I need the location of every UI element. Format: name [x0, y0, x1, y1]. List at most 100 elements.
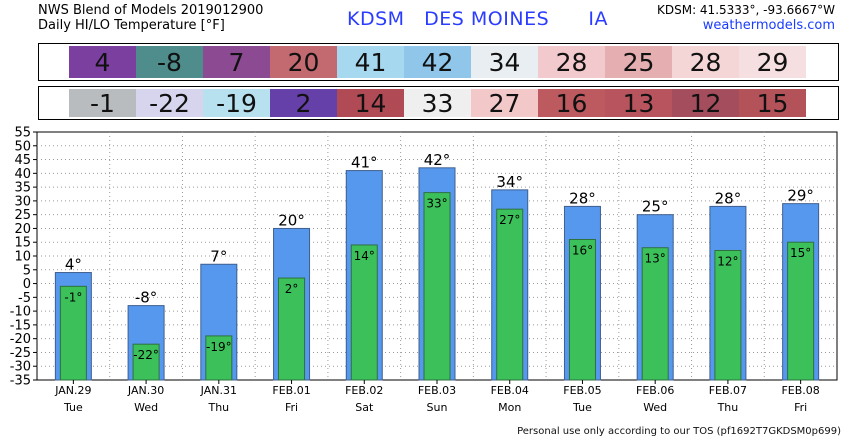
- x-date-label: JAN.29: [54, 384, 91, 397]
- y-tick-label: 40: [14, 167, 31, 182]
- high-temp-label: 25°: [642, 198, 669, 216]
- x-day-label: Fri: [794, 401, 807, 414]
- low-temp-label: -1°: [64, 290, 82, 304]
- y-tick-label: -5: [18, 291, 31, 306]
- x-day-label: Mon: [498, 401, 521, 414]
- y-tick-label: -20: [10, 332, 31, 347]
- x-day-label: Tue: [572, 401, 592, 414]
- high-temp-cell: 7: [203, 46, 270, 78]
- low-temp-bar: [641, 247, 669, 381]
- high-temp-cell: 4: [69, 46, 136, 78]
- x-date-label: FEB.05: [563, 384, 601, 397]
- low-temp-label: 27°: [499, 213, 520, 227]
- y-tick-label: -35: [10, 374, 31, 389]
- high-temp-label: 42°: [424, 151, 451, 169]
- high-temp-label: 28°: [715, 189, 742, 207]
- high-temp-cell: 28: [672, 46, 739, 78]
- y-tick-label: 0: [23, 277, 31, 292]
- high-temp-strip: 4 -8 7 20 41 42 34 28 25 28 29: [38, 43, 839, 81]
- y-tick-label: 55: [14, 126, 31, 141]
- x-day-label: Wed: [134, 401, 158, 414]
- y-tick-label: 5: [23, 263, 31, 278]
- y-tick-label: 20: [14, 222, 31, 237]
- low-temp-label: -22°: [133, 348, 159, 362]
- low-temp-bar: [350, 244, 378, 381]
- y-tick-label: 15: [14, 236, 31, 251]
- x-date-label: FEB.06: [636, 384, 674, 397]
- low-temp-label: -19°: [206, 340, 232, 354]
- high-temp-cell: 28: [538, 46, 605, 78]
- header-right: KDSM: 41.5333°, -93.6667°W weathermodels…: [657, 3, 835, 33]
- header-left: NWS Blend of Models 2019012900 Daily HI/…: [38, 3, 263, 33]
- station-state: IA: [588, 8, 608, 30]
- y-tick-label: 35: [14, 181, 31, 196]
- high-temp-label: 28°: [569, 189, 596, 207]
- low-temp-cell: -19: [203, 89, 270, 118]
- low-temp-cell: -22: [136, 89, 203, 118]
- y-tick-label: 30: [14, 194, 31, 209]
- low-temp-bar: [132, 343, 160, 381]
- high-temp-label: 29°: [787, 187, 814, 205]
- high-temp-label: 20°: [278, 211, 305, 229]
- high-temp-cell: 29: [739, 46, 806, 78]
- low-temp-label: 33°: [426, 197, 447, 211]
- low-temp-bar: [423, 192, 451, 381]
- model-run-title: NWS Blend of Models 2019012900: [38, 3, 264, 18]
- x-day-label: Thu: [717, 401, 739, 414]
- low-temp-label: 14°: [354, 249, 375, 263]
- x-date-label: FEB.02: [345, 384, 383, 397]
- x-day-label: Sun: [427, 401, 448, 414]
- high-temp-cell: 34: [471, 46, 538, 78]
- y-tick-label: 10: [14, 250, 31, 265]
- y-tick-label: -30: [10, 360, 31, 375]
- station-id: KDSM: [347, 8, 405, 30]
- y-tick-label: -10: [10, 305, 31, 320]
- x-day-label: Fri: [285, 401, 298, 414]
- high-temp-cell: 25: [605, 46, 672, 78]
- y-tick-label: -15: [10, 318, 31, 333]
- low-temp-cell: 14: [337, 89, 404, 118]
- high-temp-label: 7°: [210, 247, 227, 265]
- low-temp-label: 12°: [717, 254, 738, 268]
- terms-footer: Personal use only according to our TOS (…: [517, 426, 841, 437]
- y-tick-label: 50: [14, 139, 31, 154]
- x-date-label: FEB.08: [781, 384, 819, 397]
- site-link[interactable]: weathermodels.com: [702, 18, 835, 33]
- low-temp-cell: -1: [69, 89, 136, 118]
- station-title: KDSM DES MOINES IA: [347, 8, 608, 30]
- high-temp-label: 41°: [351, 154, 378, 172]
- low-temp-bar: [787, 241, 815, 381]
- x-date-label: FEB.03: [418, 384, 456, 397]
- x-day-label: Wed: [643, 401, 667, 414]
- low-temp-bar: [568, 238, 596, 381]
- high-temp-cell: -8: [136, 46, 203, 78]
- x-date-label: JAN.30: [127, 384, 164, 397]
- low-temp-strip: -1 -22 -19 2 14 33 27 16 13 12 15: [38, 86, 839, 120]
- y-tick-label: 25: [14, 208, 31, 223]
- low-temp-cell: 33: [404, 89, 471, 118]
- high-temp-cell: 20: [270, 46, 337, 78]
- low-temp-bar: [714, 249, 742, 381]
- low-temp-label: 16°: [572, 243, 593, 257]
- low-temp-cell: 16: [538, 89, 605, 118]
- station-name: DES MOINES: [424, 8, 550, 30]
- low-temp-cell: 2: [270, 89, 337, 118]
- low-temp-label: 13°: [645, 252, 666, 266]
- x-day-label: Tue: [63, 401, 83, 414]
- station-coords: KDSM: 41.5333°, -93.6667°W: [656, 3, 835, 17]
- low-temp-bar: [205, 335, 233, 381]
- low-temp-bar: [496, 208, 524, 381]
- high-temp-cell: 42: [404, 46, 471, 78]
- high-temp-cell: 41: [337, 46, 404, 78]
- high-temp-label: 4°: [65, 256, 82, 274]
- x-date-label: FEB.04: [491, 384, 529, 397]
- x-day-label: Sat: [355, 401, 374, 414]
- high-temp-label: -8°: [135, 289, 157, 307]
- low-temp-cell: 13: [605, 89, 672, 118]
- low-temp-bar: [278, 277, 306, 381]
- high-temp-label: 34°: [496, 173, 523, 191]
- y-tick-label: 45: [14, 153, 31, 168]
- y-tick-label: -25: [10, 346, 31, 361]
- x-date-label: FEB.01: [272, 384, 310, 397]
